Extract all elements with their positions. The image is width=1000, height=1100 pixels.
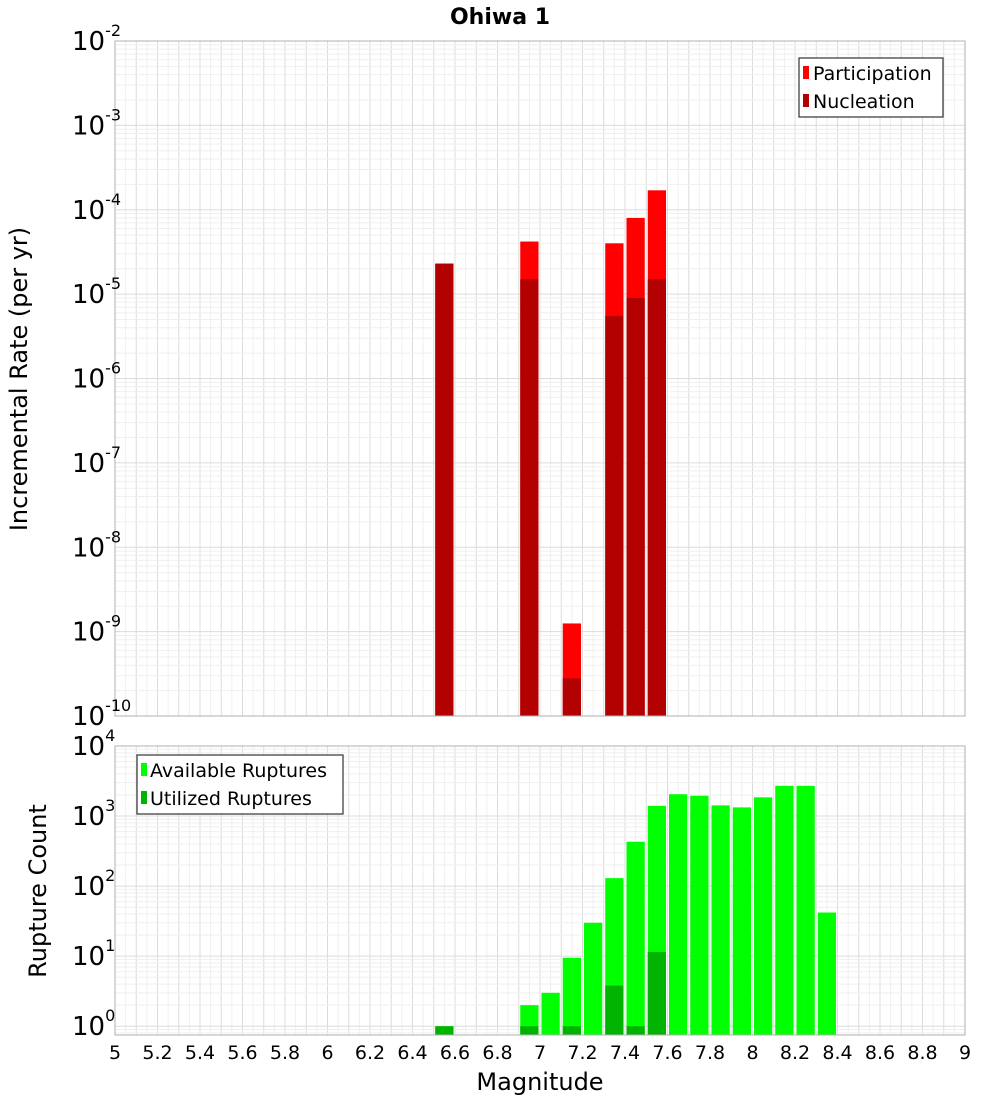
bar-available-ruptures <box>775 785 794 1035</box>
x-tick-label: 5.2 <box>142 1042 172 1064</box>
x-tick-label: 8.4 <box>822 1042 852 1064</box>
y-tick-label: 10-10 <box>72 696 131 732</box>
x-tick-label: 9 <box>959 1042 971 1064</box>
y-tick-label: 102 <box>72 866 115 902</box>
y-tick-label: 10-6 <box>72 359 121 395</box>
bar-available-ruptures <box>690 795 709 1035</box>
x-tick-label: 6.4 <box>397 1042 427 1064</box>
y-tick-label: 10-4 <box>72 190 121 226</box>
bottom-plot-frame <box>114 745 966 1036</box>
x-tick-label: 5.8 <box>270 1042 300 1064</box>
top-y-ticks: 10-10 10-9 10-8 10-7 10-6 10-5 10-4 10-3 10-2 <box>72 21 131 732</box>
bar-nucleation <box>626 297 645 716</box>
y-tick-label: 101 <box>72 936 115 972</box>
bar-utilized-ruptures <box>520 1026 539 1035</box>
bar-utilized-ruptures <box>605 985 624 1035</box>
x-tick-label: 8.6 <box>865 1042 895 1064</box>
legend-swatch-utilized-ruptures <box>141 791 147 804</box>
top-plot-frame <box>114 40 966 717</box>
y-tick-label: 10-3 <box>72 105 121 141</box>
x-tick-label: 8.2 <box>780 1042 810 1064</box>
bar-available-ruptures <box>796 785 815 1035</box>
x-tick-label: 7 <box>534 1042 546 1064</box>
x-tick-label: 7.4 <box>610 1042 640 1064</box>
bar-available-ruptures <box>817 912 836 1035</box>
x-tick-label: 6 <box>321 1042 333 1064</box>
x-tick-label: 5 <box>109 1042 121 1064</box>
legend-swatch-available-ruptures <box>141 763 147 776</box>
bar-utilized-ruptures <box>562 1026 581 1035</box>
y-tick-label: 10-8 <box>72 527 121 563</box>
x-tick-label: 8.8 <box>907 1042 937 1064</box>
y-tick-label: 104 <box>72 726 115 762</box>
y-tick-label: 10-9 <box>72 612 121 648</box>
top-legend: Participation Nucleation <box>798 57 944 118</box>
bar-available-ruptures <box>754 797 773 1035</box>
x-tick-label: 7.2 <box>567 1042 597 1064</box>
bar-nucleation <box>435 263 454 716</box>
bar-nucleation <box>562 678 581 716</box>
bar-available-ruptures <box>584 922 603 1035</box>
legend-swatch-nucleation <box>803 94 809 107</box>
legend-label-utilized-ruptures: Utilized Ruptures <box>150 788 312 810</box>
x-tick-label: 6.6 <box>440 1042 470 1064</box>
y-tick-label: 100 <box>72 1006 115 1042</box>
bar-utilized-ruptures <box>435 1026 454 1035</box>
x-tick-label: 6.2 <box>355 1042 385 1064</box>
bar-nucleation <box>520 279 539 716</box>
bottom-legend: Available Ruptures Utilized Ruptures <box>136 754 344 815</box>
bar-available-ruptures <box>562 957 581 1035</box>
bar-utilized-ruptures <box>626 1026 645 1035</box>
y-tick-label: 10-7 <box>72 443 121 479</box>
bar-available-ruptures <box>711 805 730 1035</box>
bar-nucleation <box>605 316 624 716</box>
top-y-axis-label: Incremental Rate (per yr) <box>5 227 33 531</box>
x-tick-label: 8 <box>746 1042 758 1064</box>
x-tick-label: 7.8 <box>695 1042 725 1064</box>
bottom-y-axis-label: Rupture Count <box>24 804 52 978</box>
legend-label-nucleation: Nucleation <box>813 91 915 113</box>
y-tick-label: 103 <box>72 796 115 832</box>
y-tick-label: 10-5 <box>72 274 121 310</box>
x-tick-label: 7.6 <box>652 1042 682 1064</box>
legend-label-participation: Participation <box>813 63 932 85</box>
bar-available-ruptures <box>669 794 688 1035</box>
bar-available-ruptures <box>732 807 751 1035</box>
chart-title: Ohiwa 1 <box>450 5 550 30</box>
top-bars <box>435 190 666 717</box>
x-tick-label: 6.8 <box>482 1042 512 1064</box>
bottom-y-ticks: 100 101 102 103 104 <box>72 726 115 1042</box>
bar-nucleation <box>647 279 666 716</box>
legend-swatch-participation <box>803 66 809 79</box>
x-tick-labels: 5 5.2 5.4 5.6 5.8 6 6.2 6.4 6.6 6.8 7 7.2 7.4 7.6 7.8 8… <box>109 1042 971 1064</box>
bottom-bars <box>435 785 836 1035</box>
bar-available-ruptures <box>626 841 645 1035</box>
y-tick-label: 10-2 <box>72 21 121 57</box>
bar-utilized-ruptures <box>647 951 666 1035</box>
bar-available-ruptures <box>541 992 560 1035</box>
x-tick-label: 5.4 <box>185 1042 215 1064</box>
top-grid <box>114 40 966 717</box>
x-axis-label: Magnitude <box>476 1068 603 1096</box>
legend-label-available-ruptures: Available Ruptures <box>150 760 327 782</box>
x-tick-label: 5.6 <box>227 1042 257 1064</box>
